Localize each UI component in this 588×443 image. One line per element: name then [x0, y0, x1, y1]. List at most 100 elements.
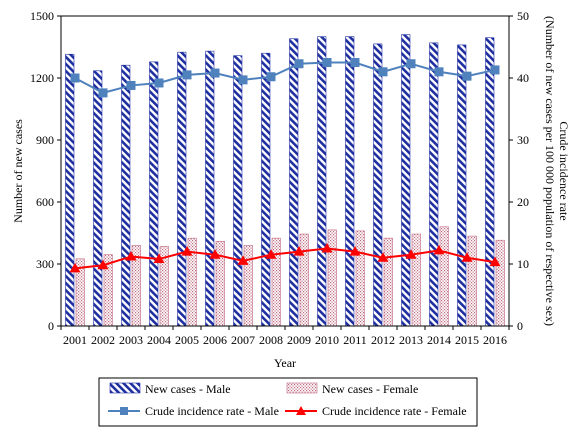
- line-rate-female: [74, 247, 496, 270]
- x-tick-label: 2011: [343, 333, 367, 347]
- y2-tick-label: 20: [517, 195, 529, 209]
- line-rate-male: [74, 61, 496, 94]
- legend: New cases - Male New cases - Female Crud…: [98, 377, 478, 427]
- y-axis-right: 0 10 20 30 40 50: [509, 9, 529, 333]
- point-rate-female-2007: [237, 255, 249, 265]
- y-axis-title: Number of new cases: [11, 119, 25, 223]
- bar-male-2003: [121, 64, 131, 327]
- y2-tick-label: 0: [517, 319, 523, 333]
- bar-male-2001: [65, 53, 75, 327]
- bar-female-2008: [271, 237, 281, 327]
- bars-layer: [65, 34, 505, 327]
- bar-male-2015: [457, 44, 467, 327]
- x-tick-label: 2001: [63, 333, 87, 347]
- bar-male-2011: [345, 36, 355, 327]
- legend-label-female-bar: New cases - Female: [322, 382, 418, 396]
- point-rate-female-2006: [209, 249, 221, 259]
- y2-axis-title-line2: (Number of new cases per 100 000 populat…: [543, 16, 557, 326]
- bar-male-2004: [149, 61, 159, 327]
- point-rate-female-2012: [377, 252, 389, 262]
- point-rate-female-2013: [405, 249, 417, 259]
- legend-label-male-bar: New cases - Male: [145, 382, 231, 396]
- x-tick-label: 2010: [315, 333, 339, 347]
- y-tick-label: 1200: [30, 71, 54, 85]
- x-tick-label: 2014: [427, 333, 451, 347]
- y-tick-label: 300: [36, 257, 54, 271]
- legend-swatch-female-bar: [286, 382, 318, 394]
- bar-female-2009: [299, 233, 309, 327]
- y2-tick-label: 40: [517, 71, 529, 85]
- bar-female-2011: [355, 230, 365, 327]
- lines-layer: [69, 58, 501, 273]
- legend-label-female-line: Crude incidence rate - Female: [322, 404, 467, 418]
- point-rate-male-2010: [322, 58, 332, 67]
- x-tick-label: 2016: [483, 333, 507, 347]
- point-rate-female-2008: [265, 249, 277, 259]
- bar-female-2014: [439, 226, 449, 327]
- bar-male-2013: [401, 34, 411, 327]
- point-rate-male-2006: [210, 68, 220, 78]
- y-tick-label: 0: [48, 319, 54, 333]
- point-rate-female-2002: [97, 259, 109, 270]
- y2-axis-title-line1: Crude incidence rate: [557, 121, 571, 220]
- point-rate-female-2011: [349, 246, 361, 256]
- bar-female-2012: [383, 237, 393, 327]
- bar-female-2010: [327, 229, 337, 327]
- x-axis: 2001 2002 2003 2004 2005 2006 2007 2008 2009 2010…: [60, 326, 510, 347]
- bar-male-2007: [233, 55, 243, 327]
- x-tick-label: 2002: [91, 333, 115, 347]
- point-rate-female-2014: [433, 244, 445, 255]
- bar-female-2007: [243, 245, 253, 327]
- point-rate-male-2015: [462, 71, 472, 81]
- point-rate-female-2015: [461, 252, 473, 262]
- x-axis-title: Year: [274, 356, 296, 370]
- point-rate-male-2008: [266, 72, 276, 82]
- point-rate-female-2004: [153, 253, 165, 264]
- point-rate-male-2014: [434, 67, 444, 77]
- point-rate-female-2003: [125, 251, 137, 261]
- point-rate-female-2001: [69, 262, 81, 273]
- x-tick-label: 2009: [287, 333, 311, 347]
- bar-male-2016: [485, 37, 495, 327]
- y-axis-left: 0 300 600 900 1200 1500: [30, 9, 61, 333]
- y2-tick-label: 50: [517, 9, 529, 23]
- point-rate-female-2005: [181, 246, 193, 256]
- x-tick-label: 2006: [203, 333, 227, 347]
- x-tick-label: 2005: [175, 333, 199, 347]
- x-tick-label: 2013: [399, 333, 423, 347]
- bar-male-2009: [289, 38, 299, 327]
- point-rate-male-2016: [490, 65, 500, 75]
- point-rate-male-2005: [182, 70, 192, 80]
- point-rate-male-2013: [406, 59, 416, 69]
- point-rate-male-2001: [70, 73, 80, 83]
- x-tick-label: 2015: [455, 333, 479, 347]
- point-rate-female-2009: [293, 246, 305, 256]
- bar-male-2014: [429, 42, 439, 327]
- bar-male-2008: [261, 52, 271, 327]
- x-tick-label: 2003: [119, 333, 143, 347]
- bar-female-2015: [467, 235, 477, 327]
- x-tick-label: 2004: [147, 333, 171, 347]
- point-rate-male-2007: [238, 75, 248, 85]
- point-rate-male-2011: [350, 58, 360, 67]
- bar-male-2010: [317, 36, 327, 327]
- point-rate-male-2012: [378, 67, 388, 77]
- y2-tick-label: 10: [517, 257, 529, 271]
- bar-male-2012: [373, 43, 383, 327]
- y-tick-label: 1500: [30, 9, 54, 23]
- bar-female-2016: [495, 239, 505, 327]
- point-rate-male-2003: [126, 80, 136, 90]
- legend-swatch-male-bar: [109, 382, 141, 394]
- x-tick-label: 2008: [259, 333, 283, 347]
- point-rate-female-2010: [321, 243, 333, 253]
- y-tick-label: 600: [36, 195, 54, 209]
- x-tick-label: 2012: [371, 333, 395, 347]
- bar-male-2002: [93, 70, 103, 327]
- bar-male-2006: [205, 50, 215, 327]
- legend-marker-female-line: [296, 406, 306, 415]
- legend-label-male-line: Crude incidence rate - Male: [145, 404, 279, 418]
- point-rate-male-2002: [98, 88, 108, 98]
- x-tick-label: 2007: [231, 333, 255, 347]
- y2-tick-label: 30: [517, 133, 529, 147]
